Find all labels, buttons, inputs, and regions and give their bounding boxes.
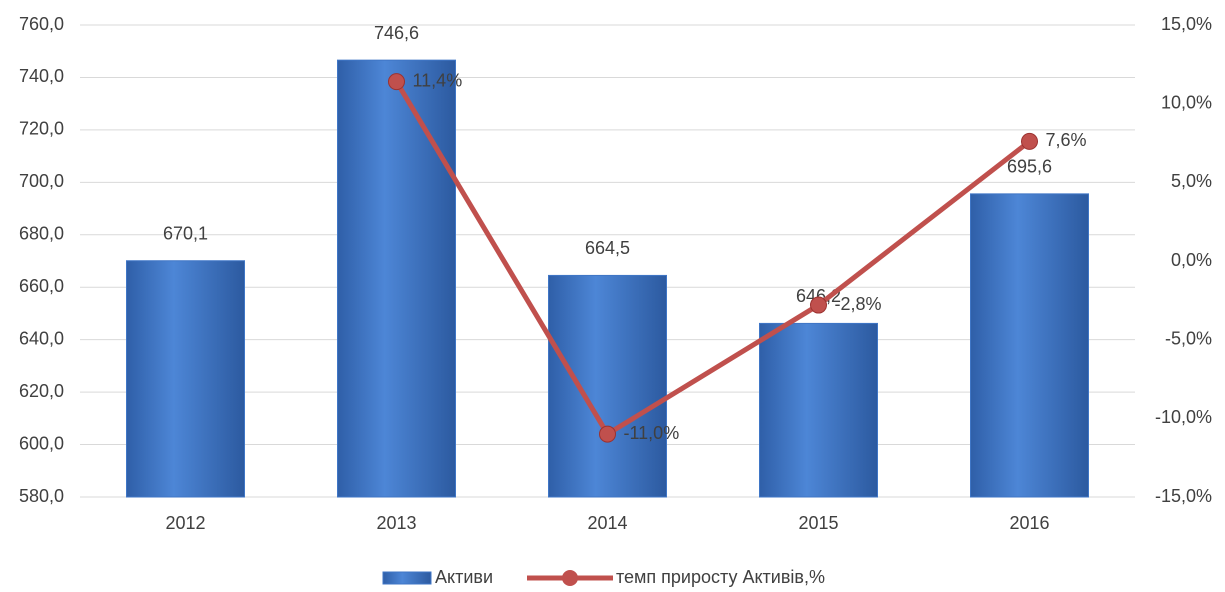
y2-tick-label: -10,0% (1155, 407, 1212, 427)
line-value-label: 11,4% (413, 70, 463, 90)
bar (126, 260, 245, 498)
y-tick-label: 740,0 (19, 66, 64, 86)
y2-tick-label: 15,0% (1161, 14, 1212, 34)
y-tick-label: 700,0 (19, 171, 64, 191)
legend-label: темп приросту Активів,% (616, 567, 825, 587)
y2-tick-label: -15,0% (1155, 486, 1212, 506)
y-tick-label: 580,0 (19, 486, 64, 506)
bar (759, 322, 878, 498)
x-tick-label: 2015 (798, 513, 838, 533)
bar (970, 193, 1089, 498)
y-tick-label: 640,0 (19, 328, 64, 348)
y-tick-label: 660,0 (19, 276, 64, 296)
bar (337, 59, 456, 498)
y-tick-label: 760,0 (19, 14, 64, 34)
y-tick-label: 720,0 (19, 119, 64, 139)
bar-value-label: 746,6 (374, 23, 419, 43)
y2-tick-label: -5,0% (1165, 328, 1212, 348)
bar-value-label: 664,5 (585, 238, 630, 258)
bar-value-label: 670,1 (163, 223, 208, 243)
line-marker (599, 425, 616, 443)
y2-tick-label: 0,0% (1171, 250, 1212, 270)
x-tick-label: 2016 (1009, 513, 1049, 533)
bar-value-label: 646,2 (796, 286, 841, 306)
line (394, 80, 1032, 438)
x-tick-label: 2014 (587, 513, 627, 533)
x-tick-label: 2013 (376, 513, 416, 533)
y-tick-label: 600,0 (19, 433, 64, 453)
line-marker (1021, 132, 1038, 150)
x-tick-label: 2012 (165, 513, 205, 533)
legend-swatch (382, 571, 432, 585)
y2-tick-label: 10,0% (1161, 92, 1212, 112)
y-tick-label: 680,0 (19, 224, 64, 244)
bar (548, 274, 667, 498)
y-tick-label: 620,0 (19, 381, 64, 401)
bar-value-label: 695,6 (1007, 157, 1052, 177)
line-value-label: -2,8% (835, 294, 882, 314)
line-marker (388, 73, 405, 91)
line-value-label: -11,0% (624, 423, 680, 443)
line-value-label: 7,6% (1046, 130, 1087, 150)
line-marker (810, 296, 827, 314)
y2-tick-label: 5,0% (1171, 171, 1212, 191)
legend-swatch (562, 570, 578, 586)
legend-label: Активи (435, 567, 493, 587)
